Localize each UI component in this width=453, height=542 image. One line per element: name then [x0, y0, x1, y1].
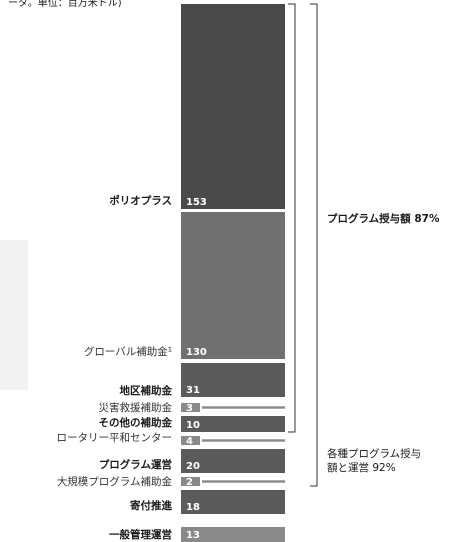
category-label-7: 大規模プログラム補助金	[57, 475, 173, 488]
category-label-0: ポリオプラス	[109, 194, 172, 207]
value-label-6: 20	[186, 461, 200, 472]
category-label-6: プログラム運営	[99, 458, 172, 471]
bar-segment-line-5	[202, 439, 285, 442]
bar-segment-9	[181, 527, 285, 542]
bracket-label-0-line-0: プログラム授与額 87%	[327, 212, 440, 225]
value-label-8: 18	[186, 502, 200, 513]
value-label-4: 10	[186, 420, 200, 431]
bar-segment-3	[181, 403, 200, 412]
value-label-7: 2	[186, 477, 193, 488]
value-label-2: 31	[186, 385, 200, 396]
category-label-1: グローバル補助金¹	[84, 345, 172, 358]
value-label-9: 13	[186, 530, 200, 541]
category-label-8: 寄付推進	[130, 499, 172, 512]
bar-segment-0	[181, 4, 285, 209]
bar-segment-5	[181, 436, 200, 445]
category-label-4: その他の補助金	[99, 416, 173, 429]
value-label-3: 3	[186, 403, 193, 414]
bracket-0	[288, 3, 296, 433]
bar-segment-line-7	[202, 480, 285, 483]
value-label-1: 130	[186, 347, 207, 358]
category-label-2: 地区補助金	[120, 384, 173, 397]
bracket-label-1-line-1: 額と運営 92%	[327, 461, 396, 474]
value-labels-group: 153 130 31 3 10 4 20 2 18 13	[186, 197, 207, 541]
bracket-1	[310, 3, 318, 487]
bar-segment-4	[181, 416, 285, 432]
value-label-5: 4	[186, 436, 193, 447]
bar-segment-1	[181, 212, 285, 359]
bar-segment-7	[181, 477, 200, 486]
bar-segment-6	[181, 449, 285, 473]
bracket-label-1-line-0: 各種プログラム授与	[327, 447, 421, 460]
bar-segment-line-3	[202, 406, 285, 409]
value-label-0: 153	[186, 197, 207, 208]
category-label-3: 災害救援補助金	[99, 401, 173, 414]
bar-segment-2	[181, 363, 285, 397]
category-label-9: 一般管理運営	[109, 528, 172, 541]
category-label-5: ロータリー平和センター	[57, 432, 173, 444]
bars-group	[181, 4, 285, 542]
header-note: ータ。単位：百万米ドル)	[8, 0, 122, 9]
bar-segment-8	[181, 490, 285, 514]
background-texture	[0, 240, 28, 390]
